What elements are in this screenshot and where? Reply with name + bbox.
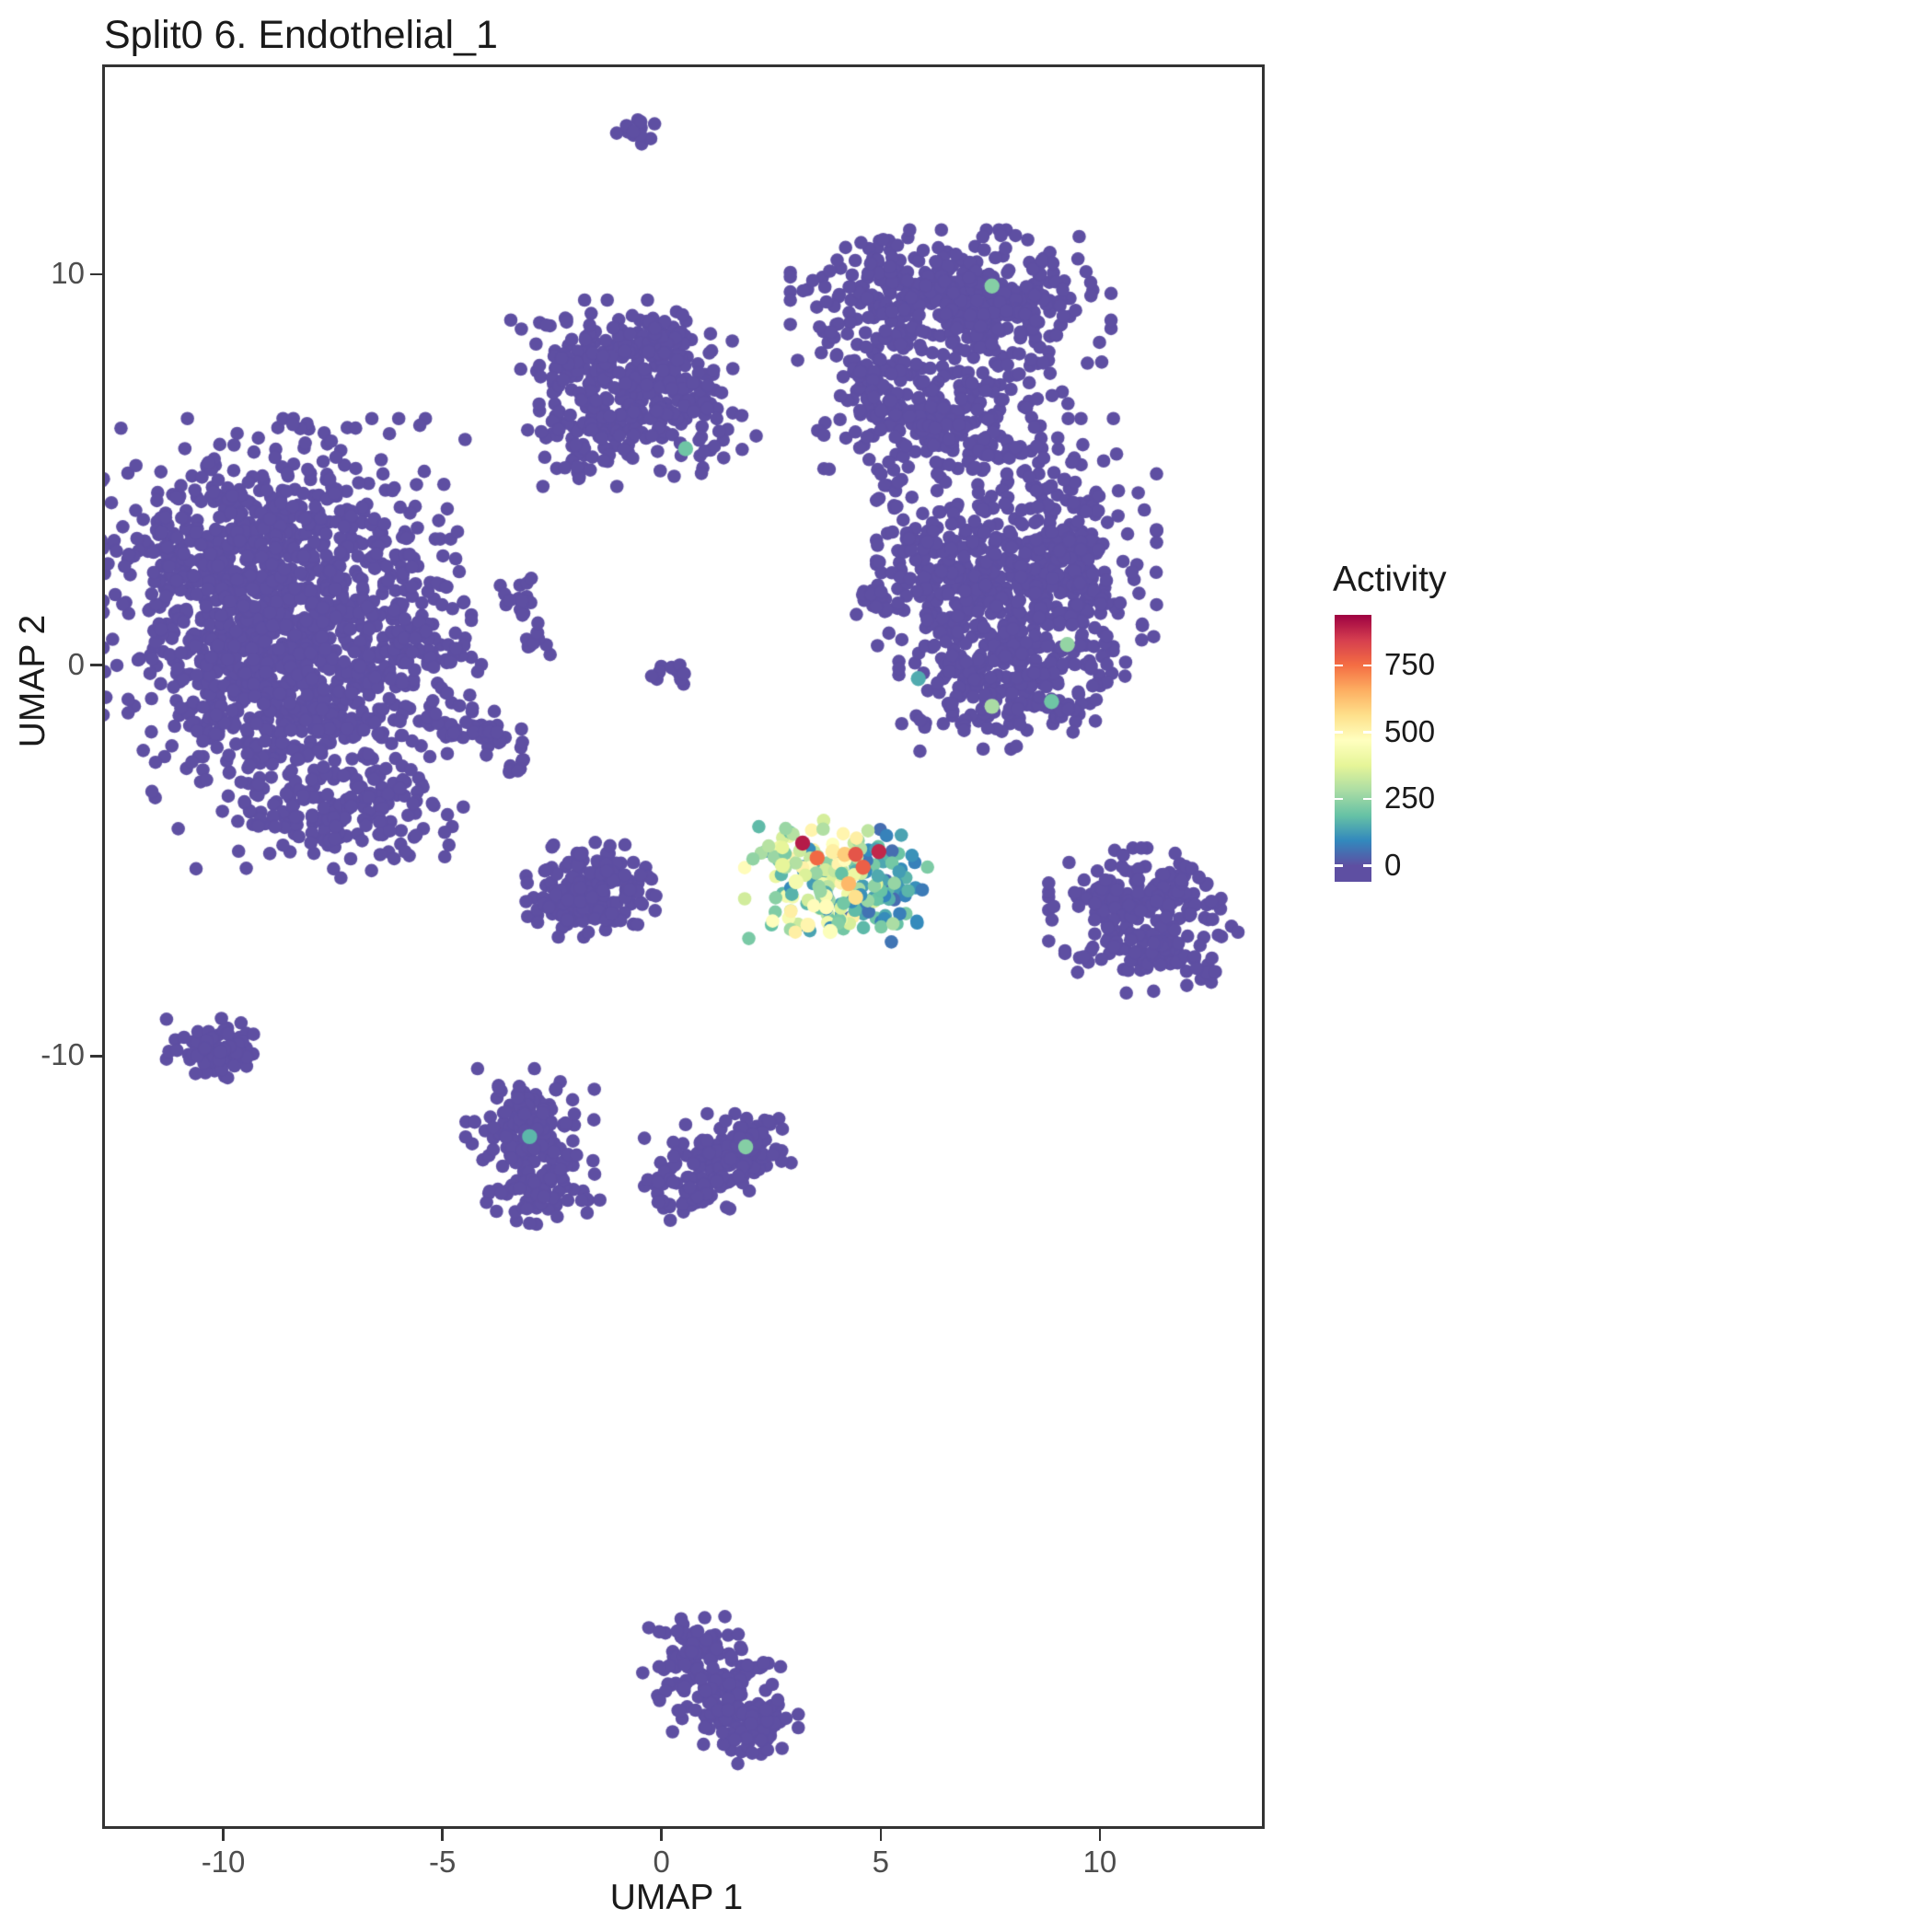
x-tick-mark <box>660 1829 663 1841</box>
scatter-canvas <box>105 67 1262 1826</box>
x-axis-label: UMAP 1 <box>609 1878 744 1917</box>
legend-tick-mark <box>1363 664 1371 667</box>
legend: Activity 750 500 250 0 <box>1324 560 1563 946</box>
x-tick-label: -5 <box>428 1845 457 1879</box>
y-tick-mark <box>90 664 102 666</box>
legend-tick-mark <box>1335 731 1343 734</box>
y-tick-mark <box>90 272 102 276</box>
x-tick-mark <box>879 1829 882 1841</box>
x-tick-label: 5 <box>872 1845 889 1879</box>
legend-tick-mark <box>1335 664 1343 667</box>
y-tick-label: -10 <box>40 1037 85 1072</box>
x-tick-label: 10 <box>1082 1845 1117 1879</box>
y-tick-label: 10 <box>51 256 85 291</box>
legend-title: Activity <box>1333 560 1447 599</box>
legend-tick-mark <box>1363 864 1371 867</box>
legend-tick-label: 750 <box>1384 647 1436 682</box>
x-tick-label: 0 <box>653 1845 670 1879</box>
y-axis-label: UMAP 2 <box>13 614 52 748</box>
x-tick-mark <box>441 1829 444 1841</box>
legend-tick-mark <box>1335 864 1343 867</box>
legend-colorbar <box>1335 615 1371 882</box>
legend-tick-label: 250 <box>1384 781 1436 816</box>
legend-tick-mark <box>1363 797 1371 801</box>
legend-tick-label: 0 <box>1384 847 1402 882</box>
y-tick-mark <box>90 1055 102 1058</box>
legend-tick-mark <box>1363 731 1371 734</box>
plot-title: Split0 6. Endothelial_1 <box>104 13 498 57</box>
x-tick-label: -10 <box>201 1845 246 1879</box>
legend-tick-mark <box>1335 797 1343 801</box>
legend-tick-label: 500 <box>1384 713 1436 748</box>
x-tick-mark <box>1098 1829 1102 1841</box>
y-tick-label: 0 <box>67 646 85 681</box>
x-tick-mark <box>222 1829 225 1841</box>
